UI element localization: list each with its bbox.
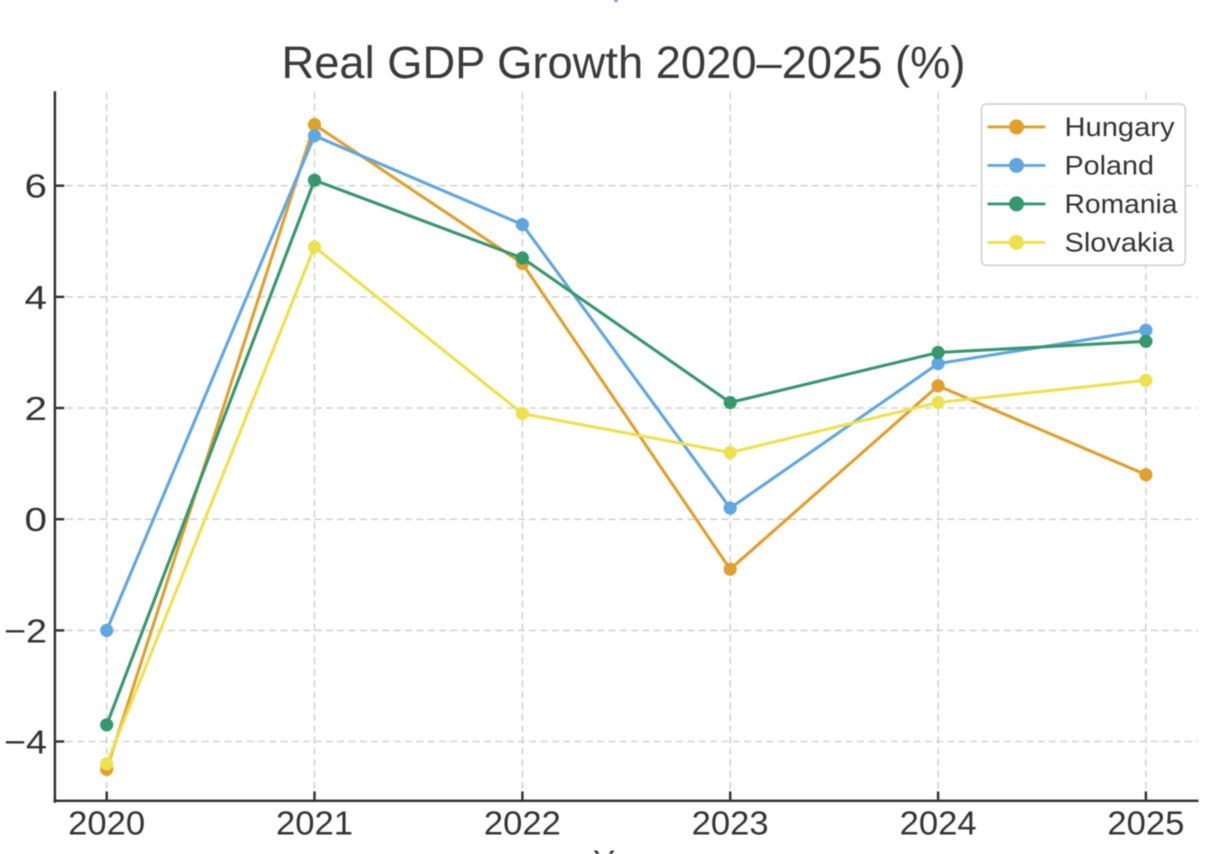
svg-text:2023: 2023 bbox=[692, 806, 769, 843]
svg-text:2025: 2025 bbox=[1107, 806, 1184, 843]
svg-text:−2: −2 bbox=[4, 613, 47, 650]
svg-text:2021: 2021 bbox=[276, 806, 353, 843]
svg-text:Poland: Poland bbox=[1065, 151, 1155, 181]
svg-text:−4: −4 bbox=[4, 724, 47, 761]
svg-text:2: 2 bbox=[25, 391, 48, 428]
svg-text:4: 4 bbox=[25, 280, 48, 317]
svg-text:Slovakia: Slovakia bbox=[1065, 228, 1176, 258]
svg-text:Real GDP Growth 2020–2025 (%): Real GDP Growth 2020–2025 (%) bbox=[281, 37, 965, 88]
svg-text:Romania: Romania bbox=[1065, 189, 1179, 219]
svg-text:6: 6 bbox=[25, 169, 48, 206]
svg-text:Year: Year bbox=[593, 844, 660, 854]
svg-text:2020: 2020 bbox=[68, 806, 145, 843]
svg-text:2024: 2024 bbox=[900, 806, 977, 843]
svg-text:Hungary: Hungary bbox=[1065, 112, 1176, 142]
svg-text:2022: 2022 bbox=[484, 806, 561, 843]
svg-text:0: 0 bbox=[25, 502, 48, 539]
